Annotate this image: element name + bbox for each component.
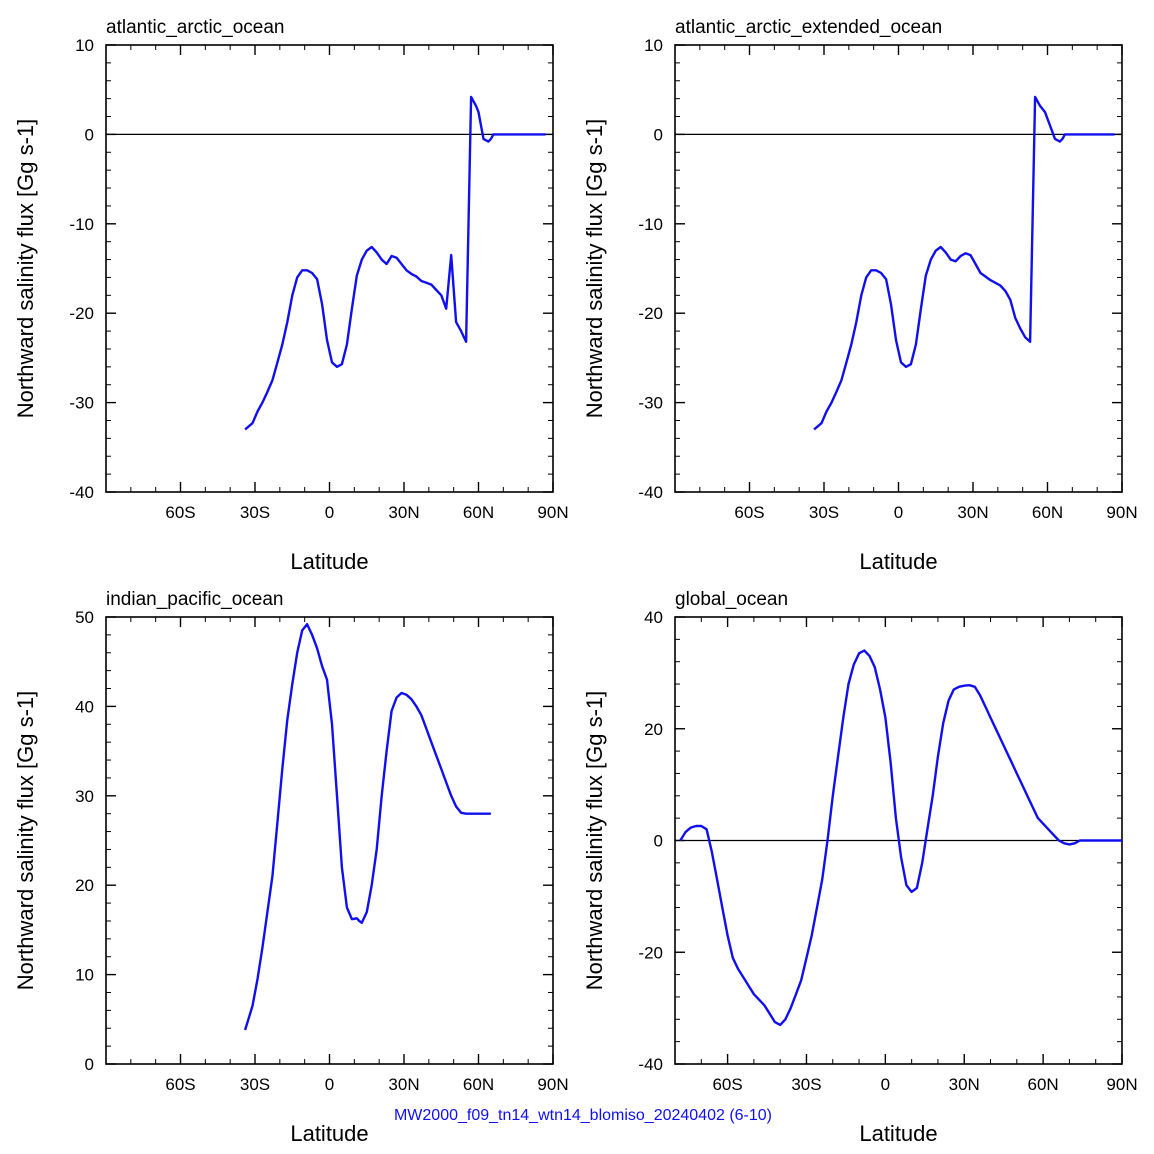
series-line — [244, 95, 546, 431]
y-tick-label: 10 — [75, 966, 94, 985]
x-tick-label: 0 — [325, 503, 334, 522]
x-axis-label: Latitude — [859, 1121, 937, 1146]
series-line — [813, 95, 1115, 431]
y-axis-label: Northward salinity flux [Gg s-1] — [582, 691, 607, 991]
panel-title: global_ocean — [675, 589, 788, 610]
x-tick-label: 30N — [957, 503, 988, 522]
x-tick-label: 30N — [388, 503, 419, 522]
y-tick-label: -10 — [69, 215, 94, 234]
x-axis-label: Latitude — [859, 549, 937, 574]
y-tick-label: 30 — [75, 787, 94, 806]
y-tick-label: 0 — [85, 125, 94, 144]
y-tick-label: 50 — [75, 608, 94, 627]
panel-title: atlantic_arctic_extended_ocean — [675, 17, 942, 38]
x-tick-label: 0 — [325, 1075, 334, 1094]
y-tick-label: -20 — [638, 943, 663, 962]
x-tick-label: 30S — [809, 503, 839, 522]
y-tick-label: -20 — [638, 304, 663, 323]
x-tick-label: 30S — [240, 1075, 270, 1094]
y-tick-label: -40 — [638, 483, 663, 502]
x-tick-label: 60S — [712, 1075, 742, 1094]
x-tick-label: 30N — [949, 1075, 980, 1094]
x-tick-label: 90N — [1106, 503, 1137, 522]
x-tick-label: 60N — [1028, 1075, 1059, 1094]
y-tick-label: 40 — [75, 697, 94, 716]
x-axis-label: Latitude — [290, 549, 368, 574]
y-tick-label: -20 — [69, 304, 94, 323]
x-tick-label: 60S — [165, 503, 195, 522]
y-tick-label: 0 — [85, 1055, 94, 1074]
y-axis-label: Northward salinity flux [Gg s-1] — [13, 691, 38, 991]
chart-panel-4: 60S 30S 0 30N 60N 90N 40 20 0 -20 -40 global_ocean L… — [582, 589, 1138, 1146]
plot-frame — [105, 44, 554, 493]
series-line — [243, 623, 491, 1031]
y-tick-label: 40 — [644, 608, 663, 627]
y-tick-label: -40 — [638, 1055, 663, 1074]
series-line — [679, 649, 1122, 1027]
chart-panel-2: 60S 30S 0 30N 60N 90N 10 0 -10 -20 -30 -40 atlantic_… — [582, 17, 1138, 574]
panel-title: indian_pacific_ocean — [106, 589, 283, 610]
x-tick-label: 60N — [463, 503, 494, 522]
x-tick-label: 30N — [388, 1075, 419, 1094]
footer-run-label: MW2000_f09_tn14_wtn14_blomiso_20240402 (… — [394, 1107, 772, 1124]
plot-frame — [105, 616, 554, 1065]
y-tick-label: -30 — [638, 394, 663, 413]
x-tick-label: 90N — [1106, 1075, 1137, 1094]
y-tick-label: 0 — [654, 125, 663, 144]
y-tick-label: -40 — [69, 483, 94, 502]
x-tick-label: 0 — [881, 1075, 890, 1094]
x-tick-label: 60N — [1032, 503, 1063, 522]
y-tick-label: 10 — [75, 36, 94, 55]
y-tick-label: 20 — [644, 720, 663, 739]
panel-title: atlantic_arctic_ocean — [106, 17, 285, 38]
x-tick-label: 60N — [463, 1075, 494, 1094]
y-tick-label: -10 — [638, 215, 663, 234]
y-axis-label: Northward salinity flux [Gg s-1] — [582, 119, 607, 419]
chart-panel-1: 60S 30S 0 30N 60N 90N 10 0 -10 -20 -30 -40 atlantic_… — [13, 17, 569, 574]
chart-panel-3: 60S 30S 0 30N 60N 90N 50 40 30 20 10 0 indian_pacifi… — [13, 589, 569, 1146]
plot-frame — [674, 44, 1123, 493]
y-axis-label: Northward salinity flux [Gg s-1] — [13, 119, 38, 419]
y-tick-label: 10 — [644, 36, 663, 55]
x-tick-label: 0 — [894, 503, 903, 522]
x-axis-label: Latitude — [290, 1121, 368, 1146]
y-tick-label: 20 — [75, 876, 94, 895]
x-tick-label: 90N — [537, 1075, 568, 1094]
y-tick-label: -30 — [69, 394, 94, 413]
x-tick-label: 60S — [165, 1075, 195, 1094]
y-tick-label: 0 — [654, 832, 663, 851]
x-tick-label: 60S — [734, 503, 764, 522]
x-tick-label: 30S — [240, 503, 270, 522]
x-tick-label: 30S — [791, 1075, 821, 1094]
x-tick-label: 90N — [537, 503, 568, 522]
